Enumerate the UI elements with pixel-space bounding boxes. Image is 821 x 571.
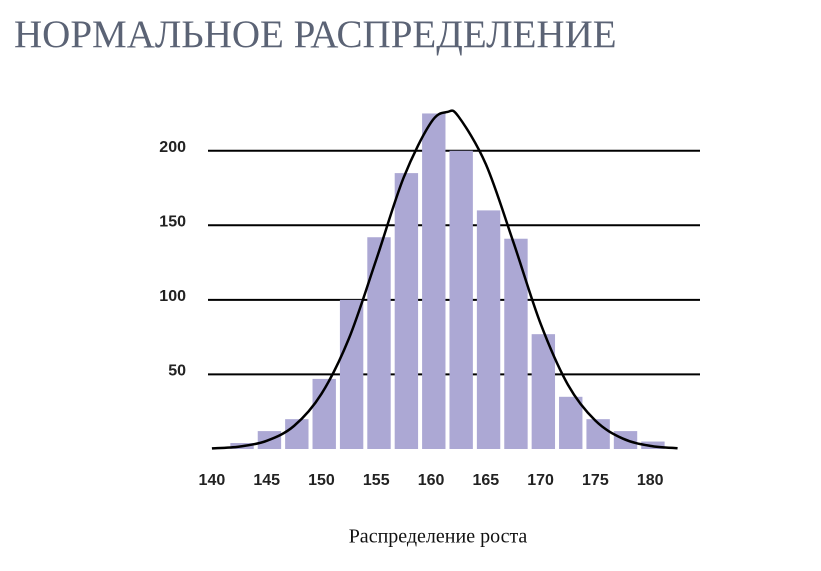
normal-curve xyxy=(211,109,678,450)
y-tick-label: 50 xyxy=(168,363,186,380)
x-tick-label: 145 xyxy=(253,472,280,489)
bar xyxy=(449,150,473,449)
x-tick-label: 180 xyxy=(637,472,664,489)
bar xyxy=(422,113,446,450)
bar xyxy=(367,237,391,449)
y-tick-label: 200 xyxy=(159,139,186,156)
y-tick-label: 100 xyxy=(159,288,186,305)
x-axis-label: Распределение роста xyxy=(349,526,528,548)
x-tick-label: 175 xyxy=(582,472,609,489)
bar xyxy=(504,238,528,449)
bar xyxy=(339,299,364,449)
x-tick-label: 165 xyxy=(472,472,499,489)
bar xyxy=(285,419,309,449)
y-tick-label: 150 xyxy=(159,214,186,231)
x-tick-label: 140 xyxy=(199,472,226,489)
x-tick-label: 160 xyxy=(418,472,445,489)
bar xyxy=(476,210,501,449)
x-tick-label: 155 xyxy=(363,472,390,489)
bar xyxy=(559,396,583,449)
x-tick-label: 170 xyxy=(527,472,554,489)
bar xyxy=(531,334,556,449)
bar xyxy=(394,173,419,449)
chart-title: НОРМАЛЬНОЕ РАСПРЕДЕЛЕНИЕ xyxy=(14,13,617,56)
x-tick-label: 150 xyxy=(308,472,335,489)
